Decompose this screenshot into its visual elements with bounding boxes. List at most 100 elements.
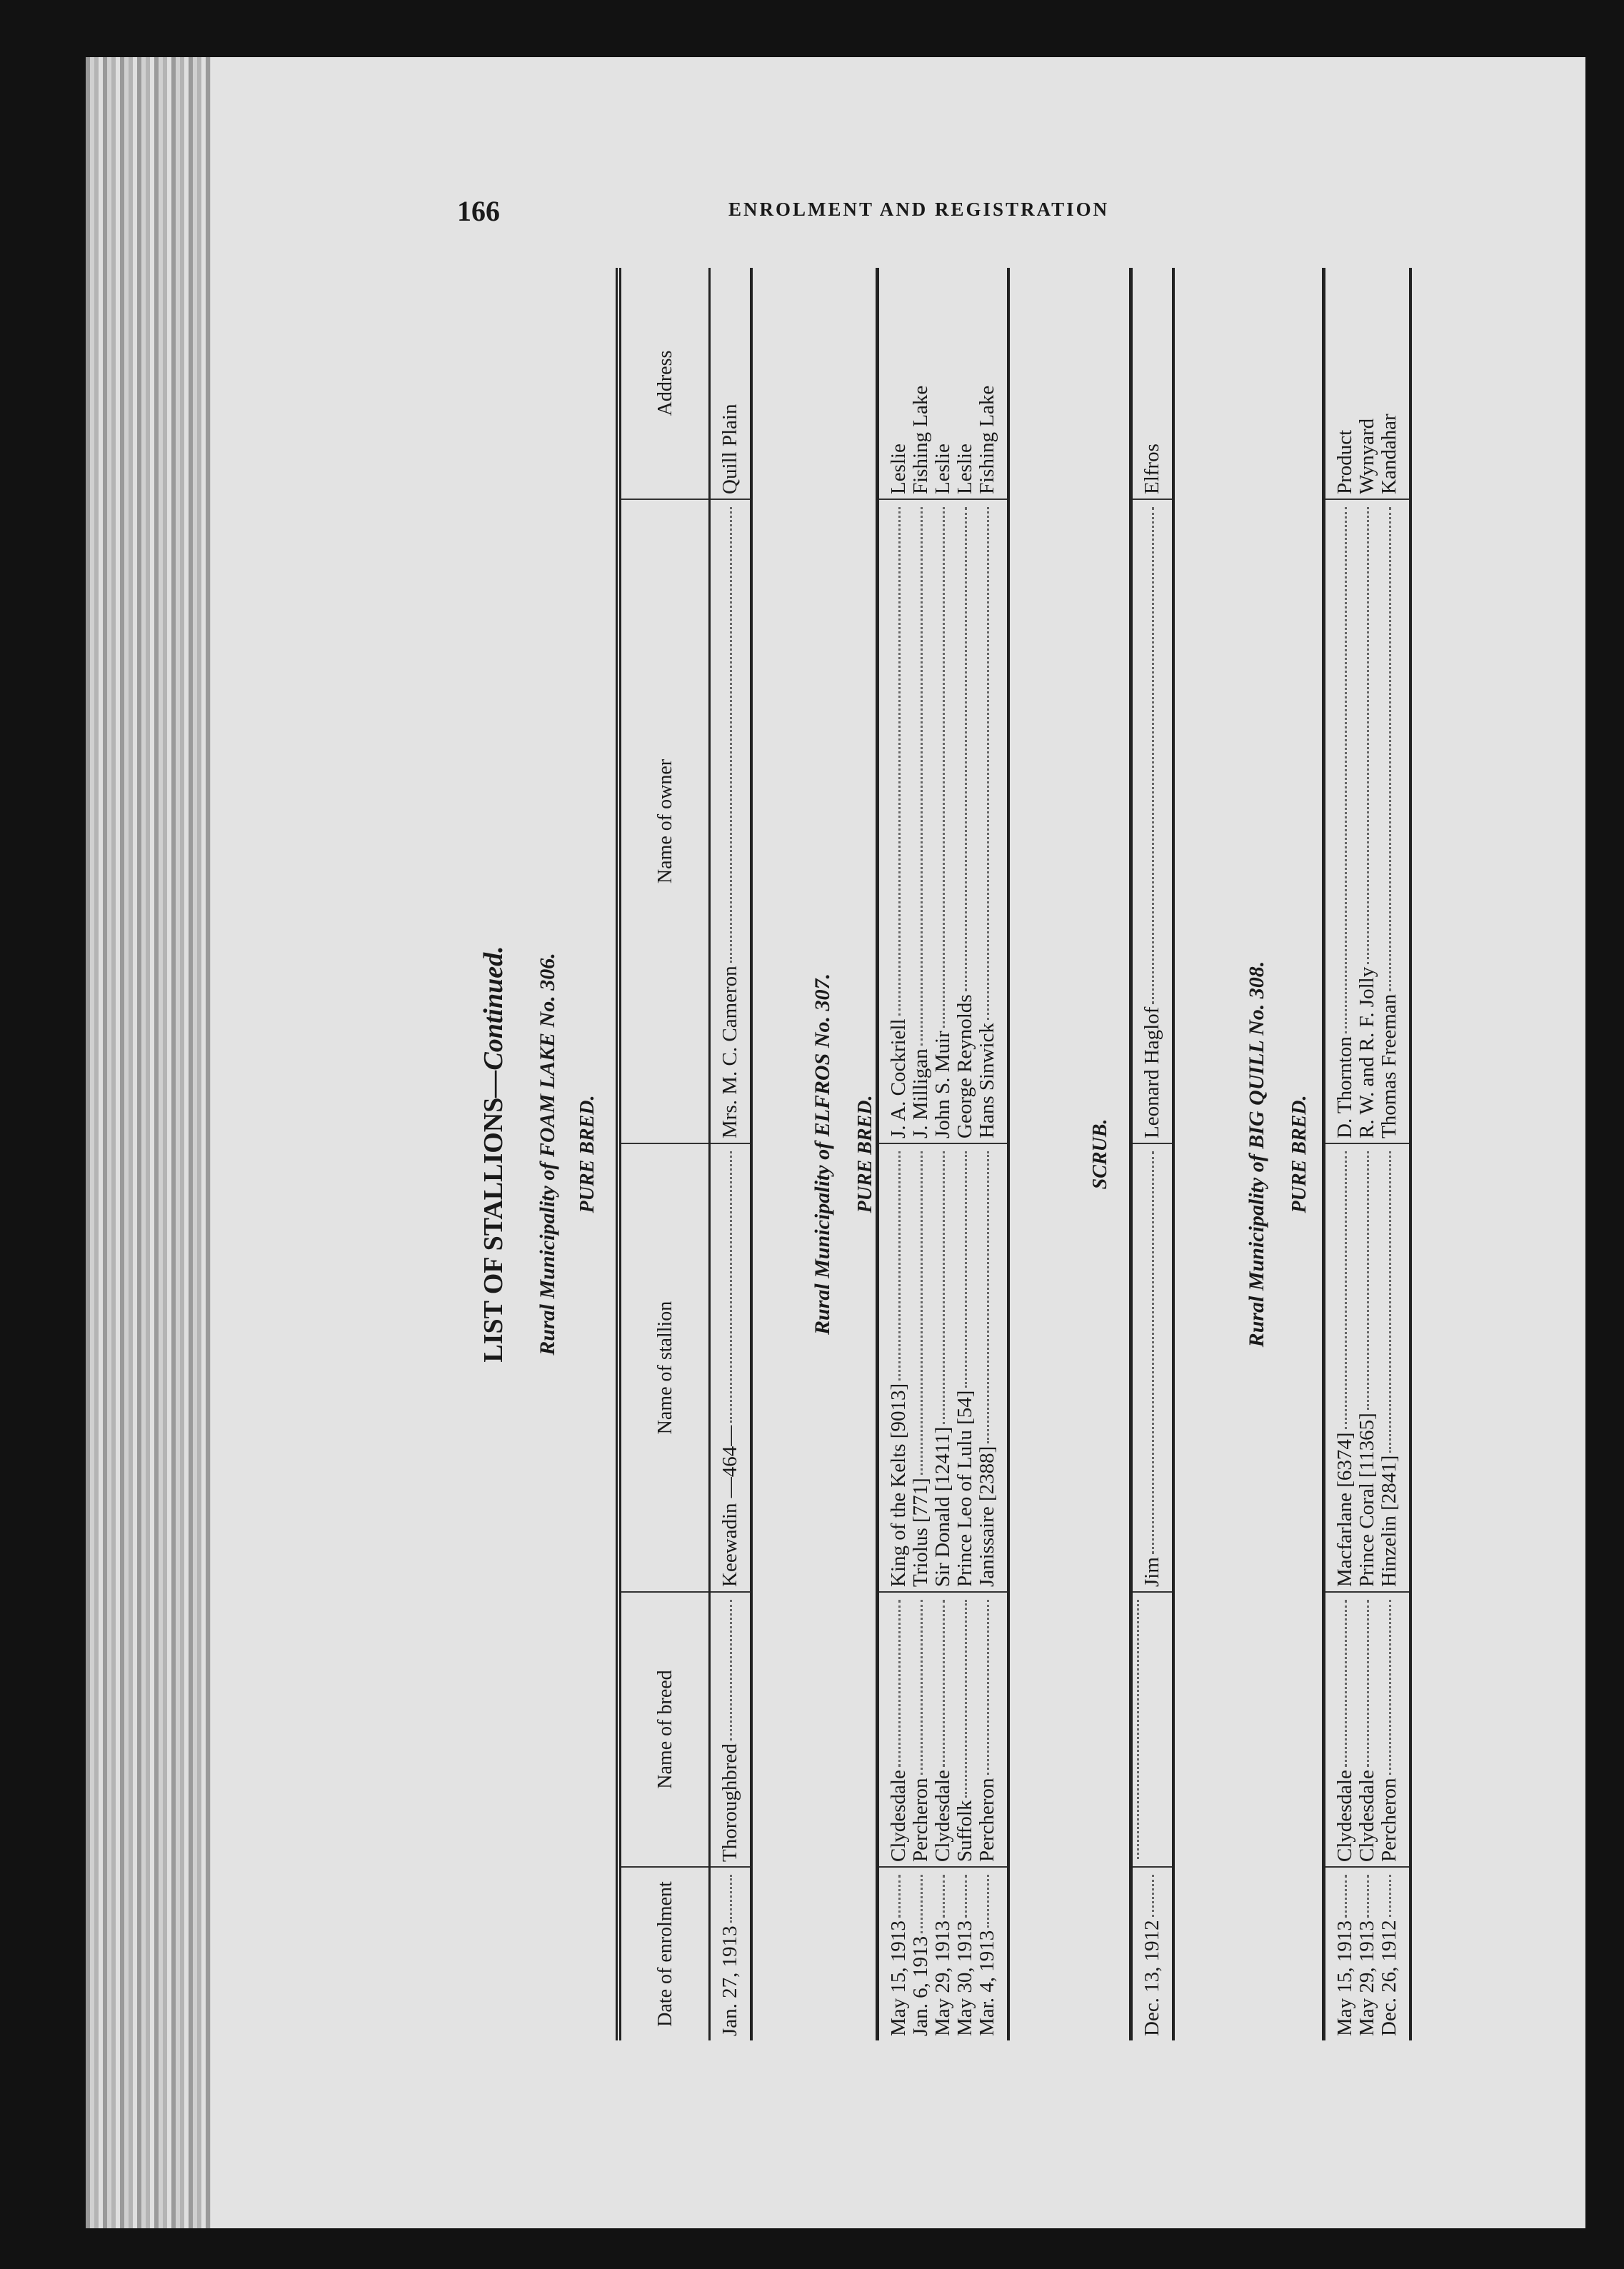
- cell-content: Fishing Lake: [910, 272, 932, 494]
- cell-content: Product: [1333, 272, 1356, 494]
- table-cell: Dec. 13, 1912: [1131, 1867, 1174, 2040]
- dot-leader: [943, 507, 945, 1028]
- table-cell: Leslie: [954, 268, 976, 499]
- cell-text: May 29, 1913: [932, 1920, 954, 2036]
- table-cell: May 29, 1913: [1356, 1867, 1378, 2040]
- cell-text: May 15, 1913: [1333, 1920, 1356, 2036]
- cell-text: D. Thornton: [1333, 1036, 1356, 1138]
- cell-text: Mar. 4, 1913: [976, 1930, 998, 2036]
- cell-content: George Reynolds: [954, 504, 976, 1138]
- table-cell: Mrs. M. C. Cameron: [709, 499, 751, 1143]
- dot-leader: [987, 1875, 989, 1928]
- table-cell: Clydesdale: [1323, 1592, 1356, 1867]
- dot-leader: [1389, 1151, 1391, 1453]
- table-row: Jan. 27, 1913 Thoroughbred Keewadin —464— M…: [709, 268, 752, 2040]
- table-row: May 15, 1913 Clydesdale Macfarlane [6374] D…: [1323, 268, 1356, 2040]
- dot-leader: [965, 507, 967, 992]
- running-head: ENROLMENT AND REGISTRATION: [728, 199, 1110, 220]
- table-cell: Suffolk: [954, 1592, 976, 1867]
- cell-content: Leslie: [887, 272, 910, 494]
- cell-content: J. A. Cockriell: [887, 504, 910, 1138]
- table-cell: Leslie: [877, 268, 910, 499]
- cell-text: Percheron: [910, 1778, 932, 1862]
- table-row: Dec. 13, 1912 Jim Leonard Haglof Elfros: [1131, 268, 1174, 2040]
- cell-content: Jim: [1141, 1148, 1163, 1587]
- dot-leader: [1367, 1875, 1369, 1918]
- table-row: May 29, 1913 Clydesdale Prince Coral [1136…: [1356, 268, 1378, 2040]
- cell-content: R. W. and R. F. Jolly: [1356, 504, 1378, 1138]
- dot-leader: [1389, 507, 1391, 991]
- cell-text: Jan. 6, 1913: [910, 1935, 932, 2036]
- cell-text: Clydesdale: [887, 1770, 910, 1862]
- dot-leader: [987, 507, 989, 1021]
- dot-leader: [965, 1151, 967, 1388]
- table-cell: Jan. 27, 1913: [710, 1867, 752, 2040]
- table-cell: J. Milligan: [910, 499, 932, 1143]
- table-cell: George Reynolds: [954, 499, 976, 1143]
- table-cell: Kandahar: [1378, 268, 1410, 499]
- municipality-heading: Rural Municipality of BIG QUILL No. 308.: [1245, 961, 1268, 1348]
- cell-content: Elfros: [1141, 272, 1163, 494]
- table-row: Dec. 26, 1912 Percheron Hinzelin [2841] Tho…: [1378, 268, 1410, 2040]
- cell-content: Hans Sinwick: [976, 504, 998, 1138]
- cell-content: Mrs. M. C. Cameron: [718, 504, 741, 1138]
- cell-content: Suffolk: [954, 1597, 976, 1862]
- cell-text: Jan. 27, 1913: [718, 1925, 741, 2036]
- cell-content: Clydesdale: [1333, 1597, 1356, 1862]
- stallion-table: Dec. 13, 1912 Jim Leonard Haglof Elfros: [1129, 268, 1175, 2040]
- cell-text: Product: [1333, 429, 1356, 494]
- dot-leader: [1367, 1600, 1369, 1768]
- table-cell: R. W. and R. F. Jolly: [1356, 499, 1378, 1143]
- table-cell: Leonard Haglof: [1131, 499, 1173, 1143]
- table-cell: [1131, 1592, 1173, 1867]
- cell-content: Dec. 26, 1912: [1378, 1872, 1400, 2036]
- cell-content: Triolus [771]: [910, 1148, 932, 1587]
- dot-leader: [1152, 507, 1154, 1004]
- dot-leader: [1367, 507, 1369, 964]
- dot-leader: [1345, 1875, 1347, 1918]
- cell-text: King of the Kelts [9013]: [887, 1383, 910, 1587]
- cell-content: May 15, 1913: [1333, 1872, 1356, 2036]
- column-header: Date of enrolment: [618, 1867, 710, 2040]
- cell-content: Kandahar: [1378, 272, 1400, 494]
- table-row: Mar. 4, 1913 Percheron Janissaire [2388] Ha…: [976, 268, 1008, 2040]
- cell-text: Sir Donald [12411]: [932, 1426, 954, 1587]
- table-cell: Percheron: [976, 1592, 1008, 1867]
- class-heading: SCRUB.: [1089, 1118, 1111, 1190]
- dot-leader: [943, 1151, 945, 1424]
- title-continued: —Continued.: [478, 946, 508, 1098]
- cell-text: Leslie: [932, 444, 954, 494]
- cell-text: Leslie: [954, 444, 976, 494]
- cell-text: Quill Plain: [718, 404, 741, 494]
- cell-content: Clydesdale: [932, 1597, 954, 1862]
- dot-leader: [730, 507, 732, 963]
- dot-leader: [1345, 1600, 1347, 1768]
- cell-content: Percheron: [976, 1597, 998, 1862]
- table-cell: Percheron: [910, 1592, 932, 1867]
- cell-content: Dec. 13, 1912: [1141, 1872, 1163, 2036]
- cell-text: Elfros: [1141, 444, 1163, 494]
- list-title: LIST OF STALLIONS—Continued.: [478, 268, 509, 2040]
- cell-content: Thoroughbred: [718, 1597, 741, 1862]
- table-cell: Clydesdale: [877, 1592, 910, 1867]
- table-cell: J. A. Cockriell: [877, 499, 910, 1143]
- cell-content: [1137, 1597, 1143, 1862]
- dot-leader: [1152, 1875, 1154, 1918]
- cell-text: Hans Sinwick: [976, 1023, 998, 1138]
- dot-leader: [1345, 507, 1347, 1034]
- cell-content: Wynyard: [1356, 272, 1378, 494]
- cell-text: Triolus [771]: [910, 1478, 932, 1587]
- book-page: [86, 57, 1585, 2228]
- cell-content: Prince Leo of Lulu [54]: [954, 1148, 976, 1587]
- cell-text: Leslie: [887, 444, 910, 494]
- table-cell: Mar. 4, 1913: [976, 1867, 1008, 2040]
- cell-text: Kandahar: [1378, 414, 1400, 494]
- cell-text: Janissaire [2388]: [976, 1446, 998, 1587]
- cell-text: May 30, 1913: [954, 1920, 976, 2036]
- table-cell: Jim: [1131, 1143, 1173, 1592]
- table-cell: Quill Plain: [709, 268, 751, 499]
- cell-content: May 15, 1913: [887, 1872, 910, 2036]
- class-heading: PURE BRED.: [854, 1095, 876, 1213]
- table-cell: Thomas Freeman: [1378, 499, 1410, 1143]
- table-cell: Triolus [771]: [910, 1143, 932, 1592]
